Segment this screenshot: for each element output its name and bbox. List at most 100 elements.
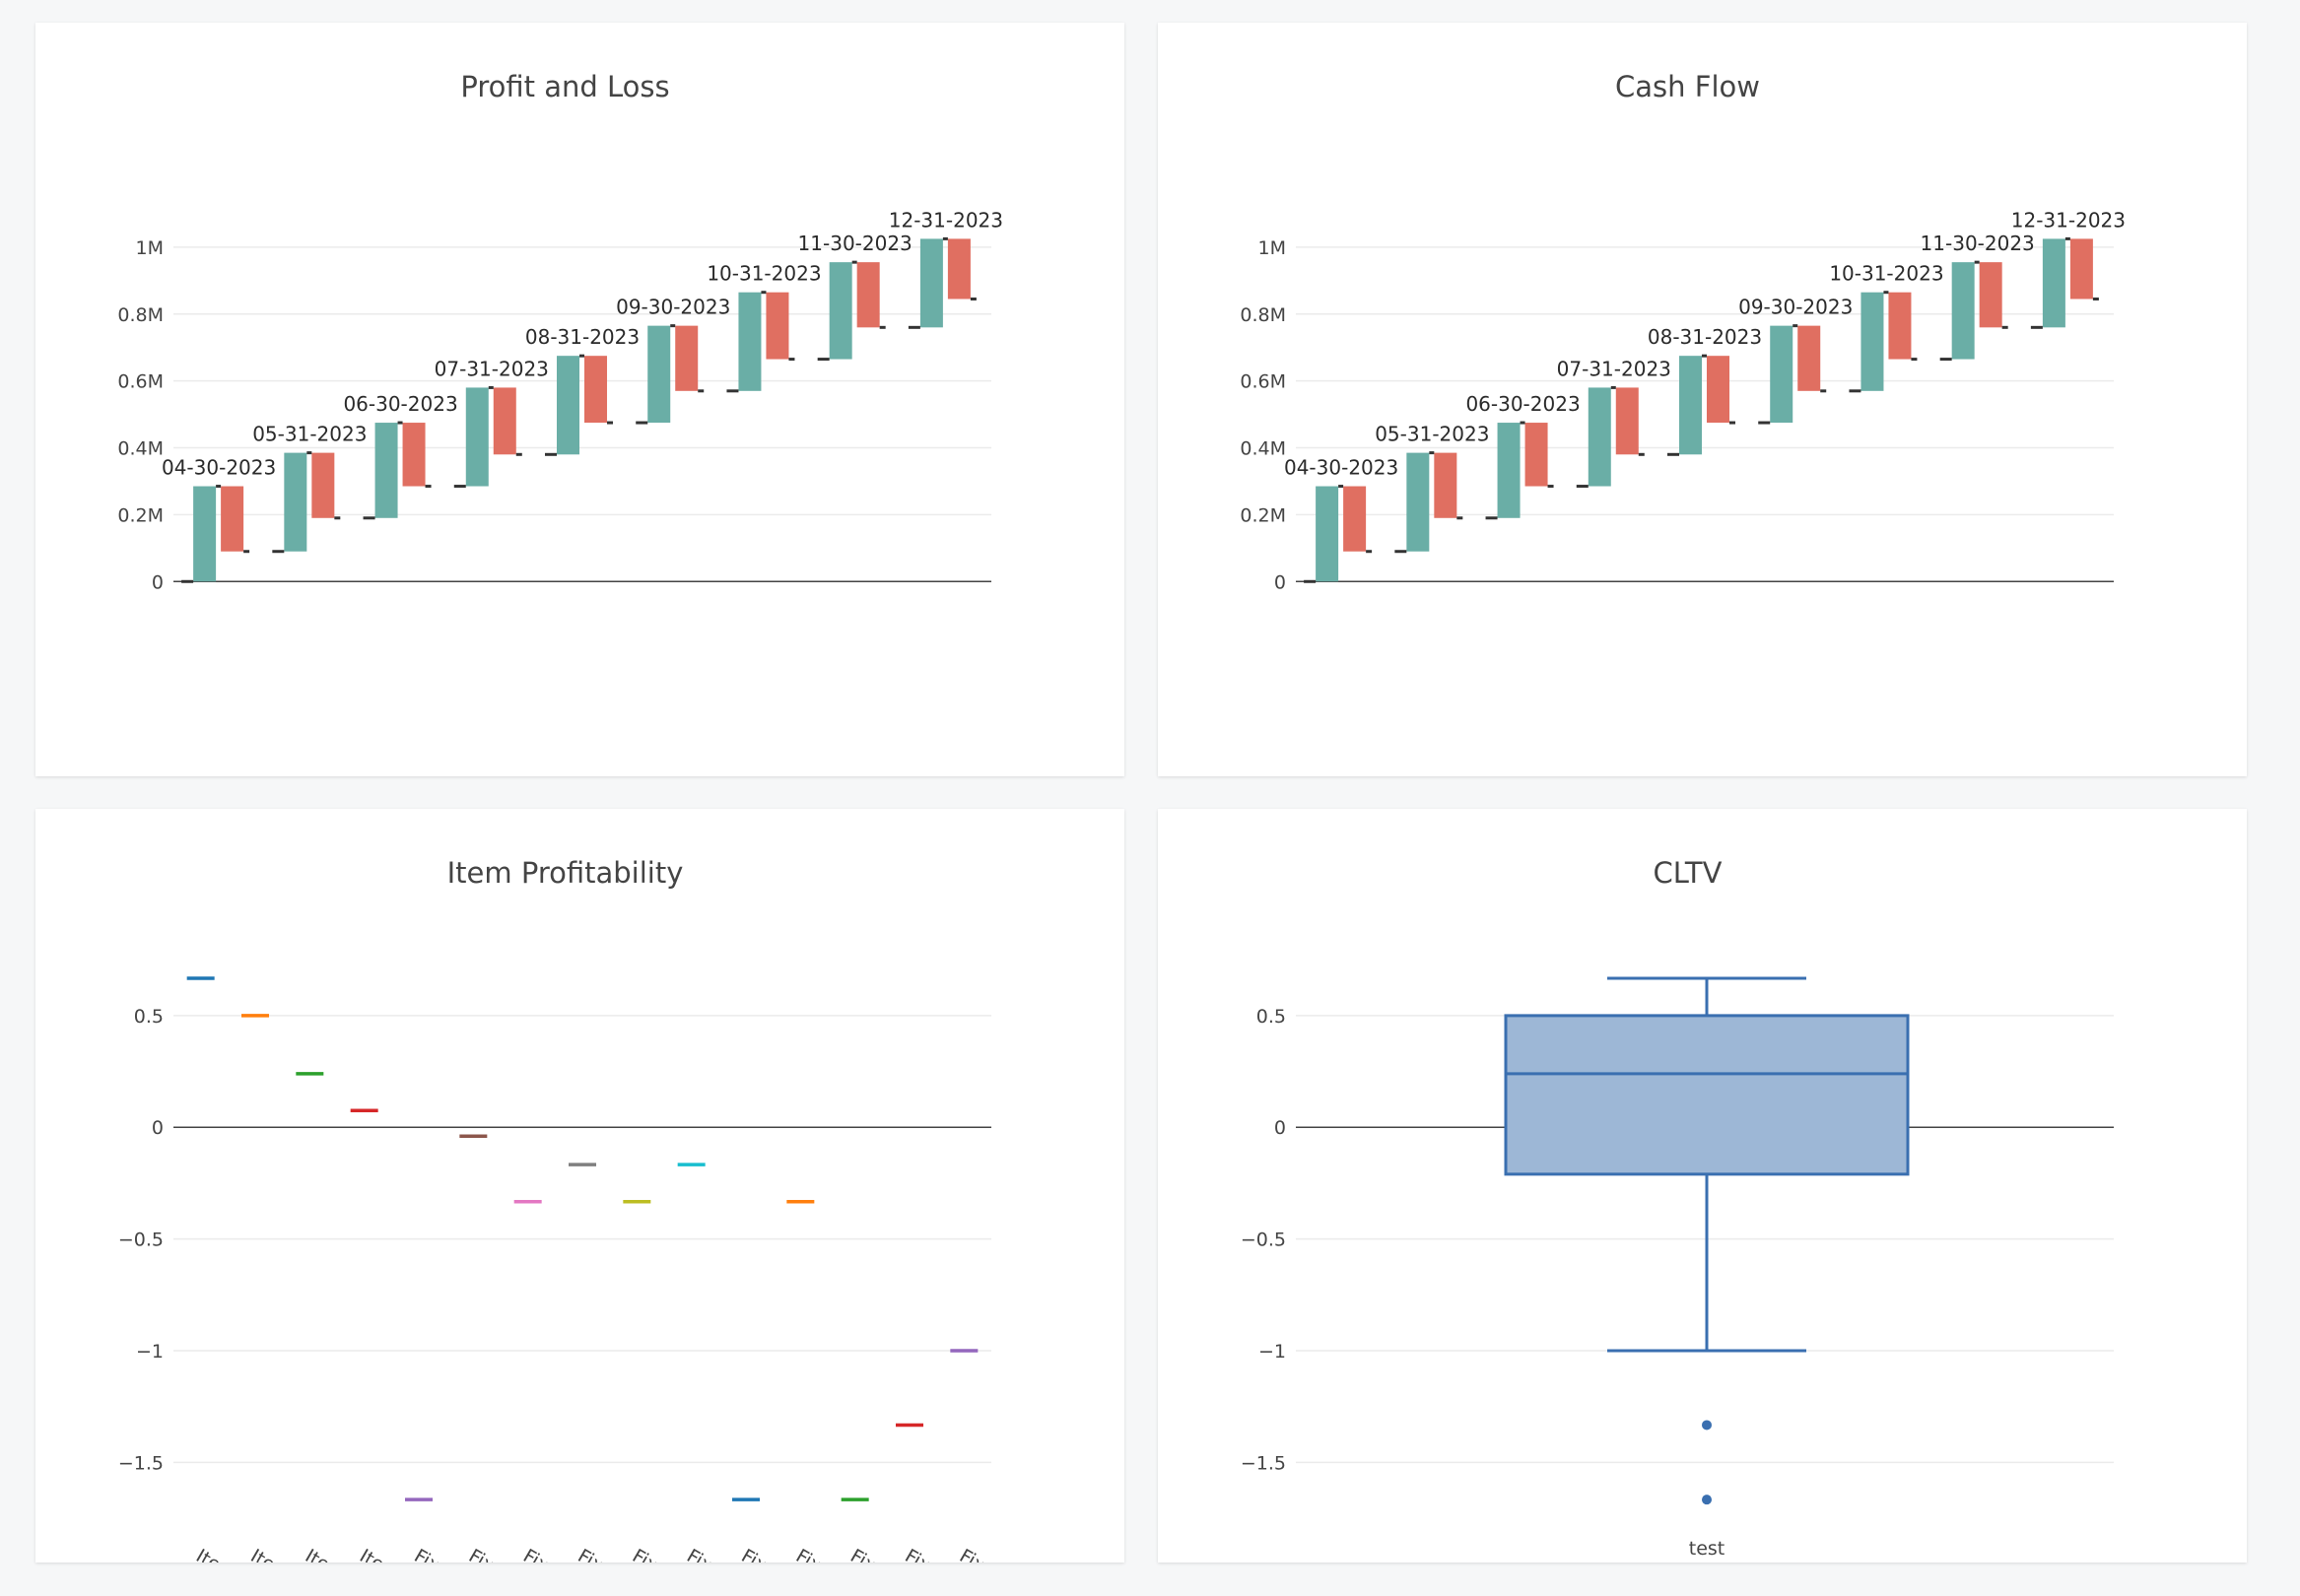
period-label: 11-30-2023 xyxy=(1921,232,2035,255)
y-tick-label: 0.2M xyxy=(1240,504,1286,526)
decrease-bar xyxy=(1979,262,2002,328)
increase-bar xyxy=(1406,452,1430,552)
panel-profit-and-loss: Profit and Loss 0 0.2M 0.4M 0.6M 0.8M 1M 04-30-… xyxy=(35,23,1124,776)
period-label: 09-30-2023 xyxy=(616,296,730,319)
y-tick-label: −1.5 xyxy=(1241,1452,1286,1474)
period-label: 08-31-2023 xyxy=(525,325,640,349)
y-tick-label: 0.6M xyxy=(1240,371,1286,393)
y-tick-label: 0 xyxy=(152,1117,164,1139)
chart-title: Cash Flow xyxy=(1615,70,1760,103)
y-tick-label: 1M xyxy=(1258,237,1286,259)
period-label: 09-30-2023 xyxy=(1738,296,1853,319)
y-tick-label: 0.6M xyxy=(117,371,164,393)
decrease-bar xyxy=(766,292,789,360)
outlier-point xyxy=(1702,1495,1712,1505)
decrease-bar xyxy=(1524,423,1548,487)
increase-bar xyxy=(1588,387,1611,487)
period-label: 10-31-2023 xyxy=(707,262,821,286)
period-label: 12-31-2023 xyxy=(2011,208,2126,232)
increase-bar xyxy=(2042,238,2065,328)
outlier-point xyxy=(1702,1420,1712,1430)
decrease-bar xyxy=(221,486,244,552)
period-label: 05-31-2023 xyxy=(1375,423,1489,446)
y-tick-label: 0.5 xyxy=(134,1006,164,1028)
decrease-bar xyxy=(675,325,699,391)
period-label: 05-31-2023 xyxy=(252,423,367,446)
period-label: 04-30-2023 xyxy=(162,456,276,480)
period-label: 08-31-2023 xyxy=(1648,325,1762,349)
decrease-bar xyxy=(493,387,516,455)
increase-bar xyxy=(557,356,579,455)
decrease-bar xyxy=(402,423,426,487)
y-tick-label: 0.8M xyxy=(117,304,164,326)
decrease-bar xyxy=(1797,325,1821,391)
increase-bar xyxy=(647,325,671,424)
y-tick-label: 0 xyxy=(152,571,164,593)
decrease-bar xyxy=(1343,486,1367,552)
y-tick-label: 0.8M xyxy=(1240,304,1286,326)
item-profitability-chart[interactable]: Item Profitability 0.5 0 −0.5 −1 −1.5 Item3Ite… xyxy=(35,809,1124,1563)
decrease-bar xyxy=(947,238,971,299)
chart-title: CLTV xyxy=(1654,856,1723,890)
x-tick-label: FixedCost90 xyxy=(629,1545,738,1563)
increase-bar xyxy=(738,292,762,391)
profit-and-loss-chart[interactable]: Profit and Loss 0 0.2M 0.4M 0.6M 0.8M 1M 04-30-… xyxy=(35,23,1124,776)
x-tick-label: FixedCost20 xyxy=(411,1545,520,1563)
decrease-bar xyxy=(1888,292,1912,360)
increase-bar xyxy=(1951,262,1975,360)
increase-bar xyxy=(1316,486,1339,582)
y-tick-label: −1 xyxy=(136,1341,164,1363)
y-tick-label: 0.5 xyxy=(1256,1006,1286,1028)
period-label: 11-30-2023 xyxy=(798,232,913,255)
increase-bar xyxy=(284,452,307,552)
increase-bar xyxy=(1497,423,1521,518)
increase-bar xyxy=(1770,325,1793,424)
panel-cltv: CLTV 0.5 0 −0.5 −1 −1.5 test xyxy=(1158,809,2247,1563)
period-label: 12-31-2023 xyxy=(889,208,1003,232)
decrease-bar xyxy=(311,452,335,518)
panel-cash-flow: Cash Flow 0 0.2M 0.4M 0.6M 0.8M 1M 04-30-2023 05… xyxy=(1158,23,2247,776)
iqr-box xyxy=(1504,1014,1910,1176)
increase-bar xyxy=(919,238,943,328)
y-tick-label: −1 xyxy=(1258,1341,1286,1363)
increase-bar xyxy=(829,262,852,360)
decrease-bar xyxy=(1707,356,1729,424)
period-label: 07-31-2023 xyxy=(1557,357,1671,380)
increase-bar xyxy=(193,486,217,582)
period-label: 04-30-2023 xyxy=(1284,456,1398,480)
chart-title: Item Profitability xyxy=(447,856,684,890)
y-tick-label: −0.5 xyxy=(118,1230,164,1251)
decrease-bar xyxy=(584,356,607,424)
chart-title: Profit and Loss xyxy=(460,70,669,103)
decrease-bar xyxy=(856,262,880,328)
y-tick-label: 0.4M xyxy=(1240,438,1286,460)
y-tick-label: 1M xyxy=(136,237,164,259)
increase-bar xyxy=(1860,292,1884,391)
cltv-chart[interactable]: CLTV 0.5 0 −0.5 −1 −1.5 test xyxy=(1158,809,2247,1563)
x-tick-label: FixedCost141 xyxy=(956,1545,1076,1563)
x-tick-label: Item5 xyxy=(247,1545,305,1563)
increase-bar xyxy=(374,423,398,518)
x-tick-label: Item3 xyxy=(192,1545,250,1563)
y-tick-label: 0.2M xyxy=(117,504,164,526)
decrease-bar xyxy=(1615,387,1639,455)
period-label: 07-31-2023 xyxy=(435,357,549,380)
cash-flow-chart[interactable]: Cash Flow 0 0.2M 0.4M 0.6M 0.8M 1M 04-30-2023 05… xyxy=(1158,23,2247,776)
period-label: 06-30-2023 xyxy=(1465,392,1580,416)
y-tick-label: −0.5 xyxy=(1241,1230,1286,1251)
y-tick-label: 0 xyxy=(1274,571,1286,593)
x-tick-label: FixedCost40 xyxy=(575,1545,684,1563)
decrease-bar xyxy=(1434,452,1457,518)
x-tick-label: FixedCost21 xyxy=(465,1545,575,1563)
increase-bar xyxy=(465,387,489,487)
increase-bar xyxy=(1679,356,1702,455)
y-tick-label: 0.4M xyxy=(117,438,164,460)
decrease-bar xyxy=(2069,238,2093,299)
period-label: 10-31-2023 xyxy=(1829,262,1943,286)
panel-item-profitability: Item Profitability 0.5 0 −0.5 −1 −1.5 Item3Ite… xyxy=(35,809,1124,1563)
y-tick-label: −1.5 xyxy=(118,1452,164,1474)
period-label: 06-30-2023 xyxy=(343,392,457,416)
y-tick-label: 0 xyxy=(1274,1117,1286,1139)
x-tick-label: test xyxy=(1689,1538,1725,1560)
x-tick-label: FixedCost30 xyxy=(519,1545,629,1563)
